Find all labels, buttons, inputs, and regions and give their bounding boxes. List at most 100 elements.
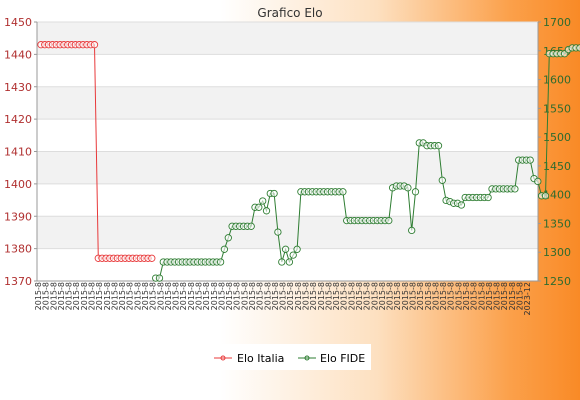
x-tick-label: 2015-8 (57, 282, 66, 310)
x-tick-label: 2015-8 (133, 282, 142, 310)
legend-fide-marker (304, 355, 310, 361)
left-tick-label: 1430 (4, 81, 32, 94)
x-tick-label: 2015-8 (187, 282, 196, 310)
x-tick-label: 2015-8 (332, 282, 341, 310)
left-tick-label: 1380 (4, 243, 32, 256)
x-tick-label: 2015-8 (309, 282, 318, 310)
left-tick-label: 1440 (4, 48, 32, 61)
x-tick-label: 2015-8 (118, 282, 127, 310)
x-tick-label: 2015-8 (355, 282, 364, 310)
x-tick-label: 2015-8 (485, 282, 494, 310)
legend-italia-marker (220, 355, 226, 361)
data-point (404, 184, 412, 192)
data-point (434, 142, 443, 150)
data-point (484, 193, 492, 202)
x-tick-label: 2015-8 (439, 282, 448, 310)
x-tick-label: 2015-8 (454, 282, 463, 310)
right-tick-label: 1700 (543, 16, 571, 29)
x-tick-label: 2015-8 (42, 282, 51, 310)
x-tick-label: 2015-8 (493, 282, 502, 310)
data-point (262, 207, 271, 215)
x-tick-label: 2015-8 (370, 282, 379, 310)
x-tick-label: 2015-8 (347, 282, 356, 310)
left-y-axis: 1370 1380 1390 1400 1410 1420 1430 1440 1450 (4, 16, 38, 288)
x-tick-label: 2015-8 (164, 282, 173, 310)
x-axis: 2015-82015-82015-82015-82015-82015-82015… (34, 280, 538, 315)
data-point (148, 254, 156, 262)
data-point (270, 189, 278, 198)
x-tick-label: 2015-8 (217, 282, 226, 310)
right-tick-label: 1300 (543, 246, 571, 259)
x-tick-label: 2015-8 (317, 282, 326, 310)
data-point (411, 188, 420, 196)
x-tick-label: 2015-8 (179, 282, 188, 310)
x-tick-label: 2015-8 (240, 282, 249, 310)
x-tick-label: 2015-8 (470, 282, 479, 310)
data-point (274, 228, 282, 236)
x-tick-label: 2015-8 (477, 282, 486, 310)
x-tick-label: 2015-8 (500, 282, 509, 310)
x-tick-label: 2015-8 (172, 282, 181, 310)
x-tick-label: 2015-8 (516, 282, 525, 310)
series-layer (37, 41, 580, 282)
x-tick-label: 2015-8 (202, 282, 211, 310)
x-tick-label: 2015-8 (271, 282, 280, 310)
plot-band (37, 22, 538, 55)
data-point (90, 41, 99, 49)
data-point (541, 192, 550, 200)
x-tick-label: 2015-8 (110, 282, 119, 310)
data-point (385, 216, 393, 225)
x-tick-label: 2015-8 (409, 282, 418, 310)
x-tick-label: 2015-8 (302, 282, 311, 310)
x-tick-label: 2015-8 (49, 282, 58, 310)
data-point (224, 234, 232, 242)
left-tick-label: 1400 (4, 178, 32, 191)
data-point (259, 197, 267, 205)
right-y-axis: 1250130013501400145015001550160016501700 (537, 16, 571, 288)
x-tick-label: 2015-8 (401, 282, 410, 310)
left-tick-label: 1390 (4, 210, 32, 223)
x-tick-label: 2015-8 (393, 282, 402, 310)
data-point (339, 188, 347, 196)
x-tick-label: 2015-8 (431, 282, 440, 310)
data-point (438, 176, 446, 184)
x-tick-label: 2015-8 (324, 282, 333, 310)
x-tick-label: 2015-8 (126, 282, 135, 310)
data-point (281, 245, 290, 253)
data-point (511, 185, 519, 193)
x-tick-label: 2015-8 (263, 282, 272, 310)
x-tick-label: 2015-8 (294, 282, 303, 310)
legend-fide-label: Elo FIDE (320, 352, 365, 365)
x-tick-label: 2015-8 (508, 282, 517, 310)
x-tick-label: 2015-8 (103, 282, 112, 310)
x-tick-label: 2015-8 (416, 282, 425, 310)
right-tick-label: 1500 (543, 131, 571, 144)
data-point (278, 258, 286, 266)
data-point (220, 245, 229, 253)
x-tick-label: 2015-8 (279, 282, 288, 310)
data-point (155, 274, 164, 282)
data-point (216, 258, 225, 266)
legend-box (207, 344, 371, 370)
right-tick-label: 1550 (543, 102, 571, 115)
right-tick-label: 1250 (543, 275, 571, 288)
x-tick-label: 2015-8 (80, 282, 89, 310)
x-tick-label: 2015-8 (363, 282, 372, 310)
chart-title: Grafico Elo (257, 6, 322, 20)
data-point (293, 245, 301, 253)
data-point (247, 222, 255, 230)
left-tick-label: 1410 (4, 146, 32, 159)
x-tick-label: 2015-8 (462, 282, 471, 310)
data-point (408, 226, 416, 235)
x-tick-label: 2015-8 (65, 282, 74, 310)
plot-band (37, 86, 538, 120)
legend: Elo Italia Elo FIDE (207, 344, 371, 370)
x-tick-label: 2015-8 (248, 282, 257, 310)
x-tick-label: 2015-8 (386, 282, 395, 310)
x-tick-label: 2015-8 (256, 282, 265, 310)
x-tick-label: 2015-8 (149, 282, 158, 310)
plot-band (37, 151, 538, 184)
right-tick-label: 1450 (543, 160, 571, 173)
data-point (255, 203, 263, 211)
